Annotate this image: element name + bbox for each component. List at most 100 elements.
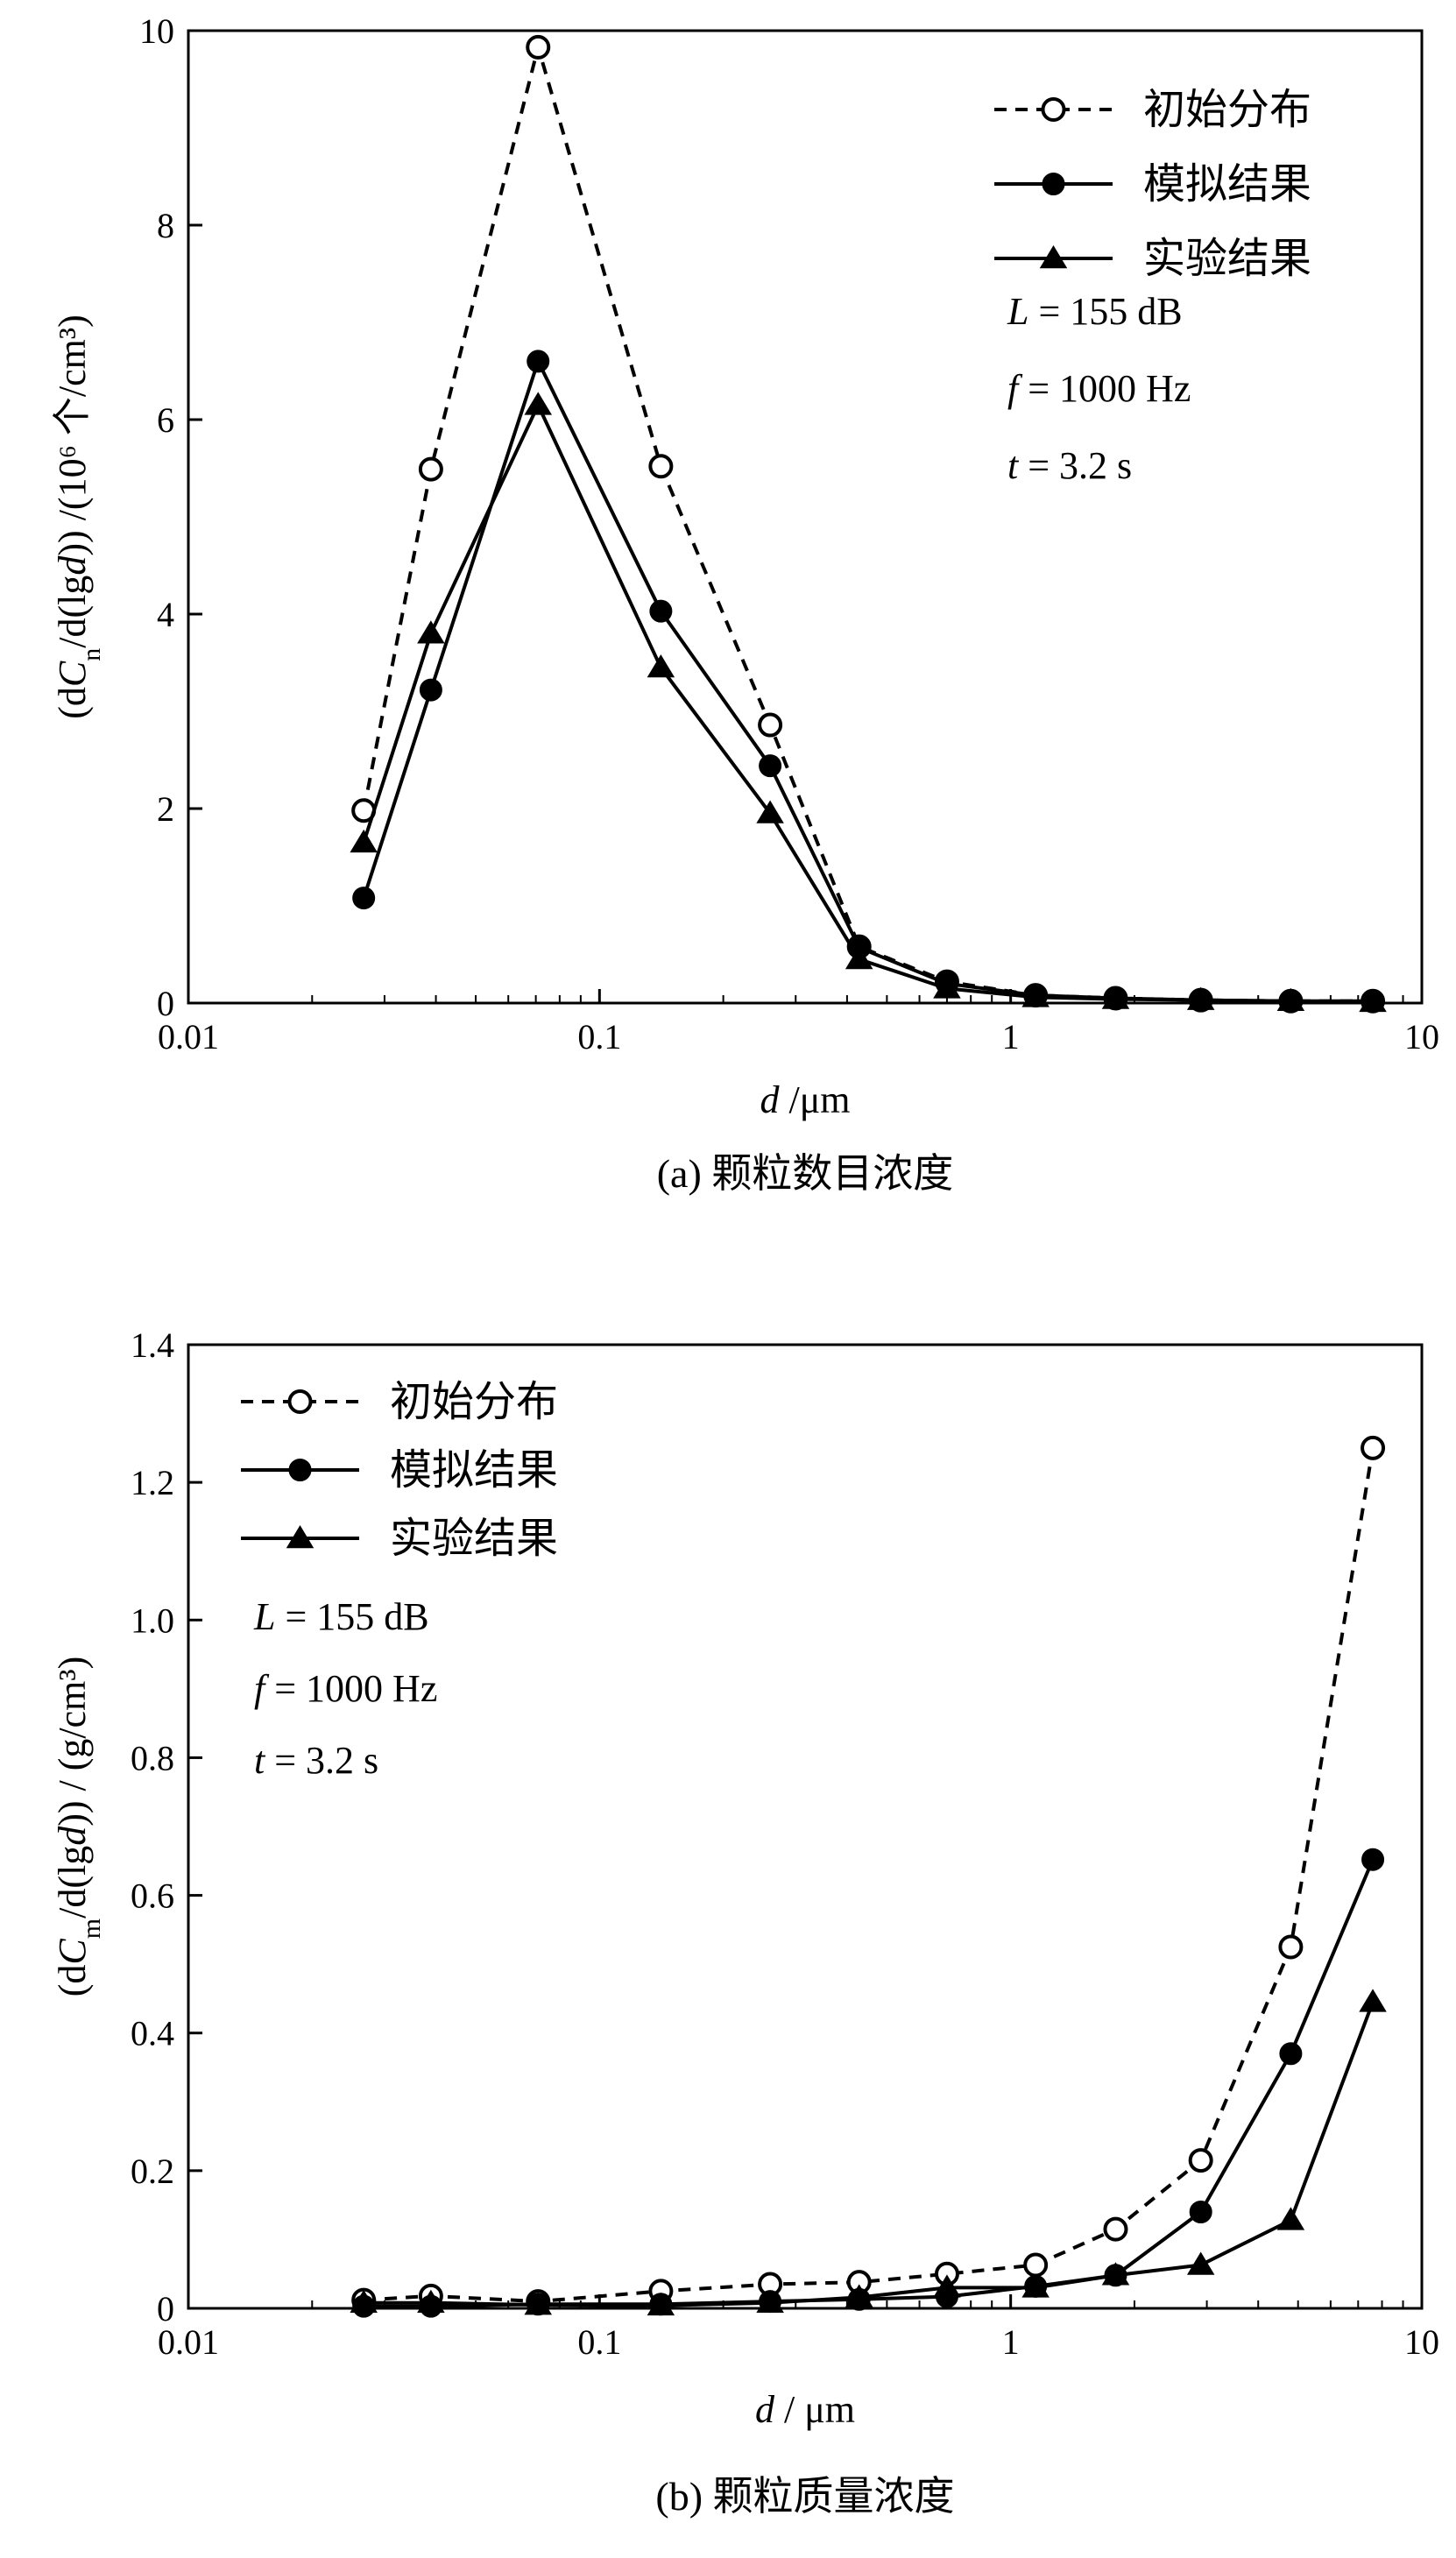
data-point — [1359, 1989, 1387, 2012]
data-point — [418, 456, 443, 482]
data-point — [350, 829, 378, 853]
data-point — [417, 2289, 445, 2313]
data-point — [756, 2289, 784, 2313]
data-point — [759, 754, 782, 778]
data-point — [1021, 2274, 1050, 2298]
data-point — [648, 454, 674, 479]
y-tick-label: 2 — [157, 789, 174, 829]
data-point — [1276, 987, 1305, 1012]
panel-a-caption: (a) 颗粒数目浓度 — [657, 1151, 954, 1196]
data-point — [1361, 1435, 1386, 1460]
data-point — [1359, 988, 1387, 1013]
annotation-text: t = 3.2 s — [1007, 444, 1132, 487]
y-tick-label: 0.8 — [131, 1738, 174, 1777]
data-point — [1101, 2262, 1130, 2286]
data-point — [1101, 986, 1130, 1009]
panel-a-y-axis-label: (dCn/d(lgd)) /(10⁶ 个/cm³) — [51, 314, 106, 718]
annotation-text: f = 1000 Hz — [1007, 367, 1191, 410]
panel-b-x-axis-label: d / μm — [755, 2388, 855, 2431]
panel-b-annotations: L = 155 dB f = 1000 Hz t = 3.2 s — [253, 1595, 437, 1782]
panel-b-ticks: 0.01 0.1 1 10 0 0.2 0.4 0.6 0.8 1.0 1.2 1.4 — [131, 1325, 1439, 2362]
x-tick-label: 10 — [1404, 1017, 1439, 1056]
panel-b-series — [350, 1435, 1387, 2318]
legend-marker — [1041, 97, 1066, 122]
y-tick-label: 1.4 — [131, 1325, 174, 1365]
series-line-3 — [362, 400, 1374, 1004]
data-point — [1279, 2042, 1303, 2066]
panel-a-annotations: L = 155 dB f = 1000 Hz t = 3.2 s — [1007, 290, 1191, 487]
panel-a-series — [350, 34, 1387, 1014]
legend-marker — [1039, 245, 1068, 269]
y-tick-label: 0 — [157, 984, 174, 1023]
data-point — [524, 392, 552, 415]
x-tick-label: 0.1 — [577, 1017, 621, 1056]
data-point — [1021, 984, 1050, 1007]
x-tick-label: 0.1 — [577, 2322, 621, 2362]
data-point — [1186, 986, 1215, 1010]
data-point — [1189, 2201, 1212, 2223]
data-point — [1361, 1848, 1385, 1871]
y-tick-label: 1.2 — [131, 1463, 174, 1502]
panel-b-y-axis-label: (dCm/d(lgd)) / (g/cm³) — [51, 1657, 106, 1996]
data-point — [933, 2274, 961, 2298]
data-point — [417, 620, 445, 644]
x-tick-label: 1 — [1002, 2322, 1020, 2362]
legend-marker — [286, 1525, 315, 1549]
legend-label: 实验结果 — [1143, 236, 1311, 282]
annotation-text: L = 155 dB — [1007, 290, 1183, 333]
legend-label: 初始分布 — [1143, 87, 1311, 133]
panel-a-ticks: 0.01 0.1 1 10 0 2 4 6 8 10 — [139, 11, 1439, 1056]
data-point — [350, 2289, 378, 2313]
data-point — [352, 887, 376, 910]
legend-marker — [1042, 173, 1065, 195]
x-tick-label: 0.01 — [158, 2322, 219, 2362]
data-point — [647, 654, 675, 678]
y-tick-label: 0.6 — [131, 1876, 174, 1916]
data-point — [1103, 2216, 1128, 2242]
panel-a-plot-frame — [187, 29, 1424, 1005]
panel-b-plot-frame — [187, 1343, 1424, 2310]
y-tick-label: 8 — [157, 206, 174, 245]
data-point — [419, 678, 442, 702]
data-point — [933, 975, 961, 999]
x-tick-label: 0.01 — [158, 1017, 219, 1056]
x-tick-label: 1 — [1002, 1017, 1020, 1056]
y-tick-label: 4 — [157, 595, 174, 634]
y-tick-label: 0.4 — [131, 2014, 174, 2053]
data-point — [756, 800, 784, 823]
data-point — [527, 350, 550, 373]
y-tick-label: 6 — [157, 400, 174, 440]
data-point — [526, 34, 551, 60]
annotation-text: f = 1000 Hz — [254, 1667, 437, 1710]
data-point — [1023, 2252, 1049, 2278]
y-tick-label: 1.0 — [131, 1601, 174, 1640]
data-point — [845, 2284, 873, 2307]
data-point — [1276, 2207, 1305, 2230]
y-tick-label: 10 — [139, 11, 174, 51]
x-tick-label: 10 — [1404, 2322, 1439, 2362]
data-point — [758, 712, 783, 738]
legend-label: 实验结果 — [390, 1516, 558, 1562]
data-point — [524, 2292, 552, 2315]
legend-marker — [287, 1389, 313, 1414]
series-line-1 — [364, 1447, 1375, 2304]
legend-label: 初始分布 — [390, 1379, 558, 1425]
annotation-text: L = 155 dB — [253, 1595, 429, 1638]
data-point — [1188, 2148, 1213, 2173]
data-point — [1186, 2251, 1215, 2275]
y-tick-label: 0.2 — [131, 2152, 174, 2191]
annotation-text: t = 3.2 s — [254, 1739, 378, 1782]
data-point — [649, 599, 673, 623]
legend-label: 模拟结果 — [390, 1447, 558, 1494]
panel-a-x-axis-label: d /μm — [760, 1078, 850, 1121]
legend-marker — [288, 1459, 312, 1481]
data-point — [647, 2292, 675, 2316]
panel-b: 0.01 0.1 1 10 0 0.2 0.4 0.6 0.8 1.0 1.2 1.4 初始分布模拟结… — [51, 1325, 1439, 2519]
series-line-2 — [364, 1858, 1375, 2308]
y-tick-label: 0 — [157, 2289, 174, 2328]
legend-label: 模拟结果 — [1143, 161, 1311, 208]
